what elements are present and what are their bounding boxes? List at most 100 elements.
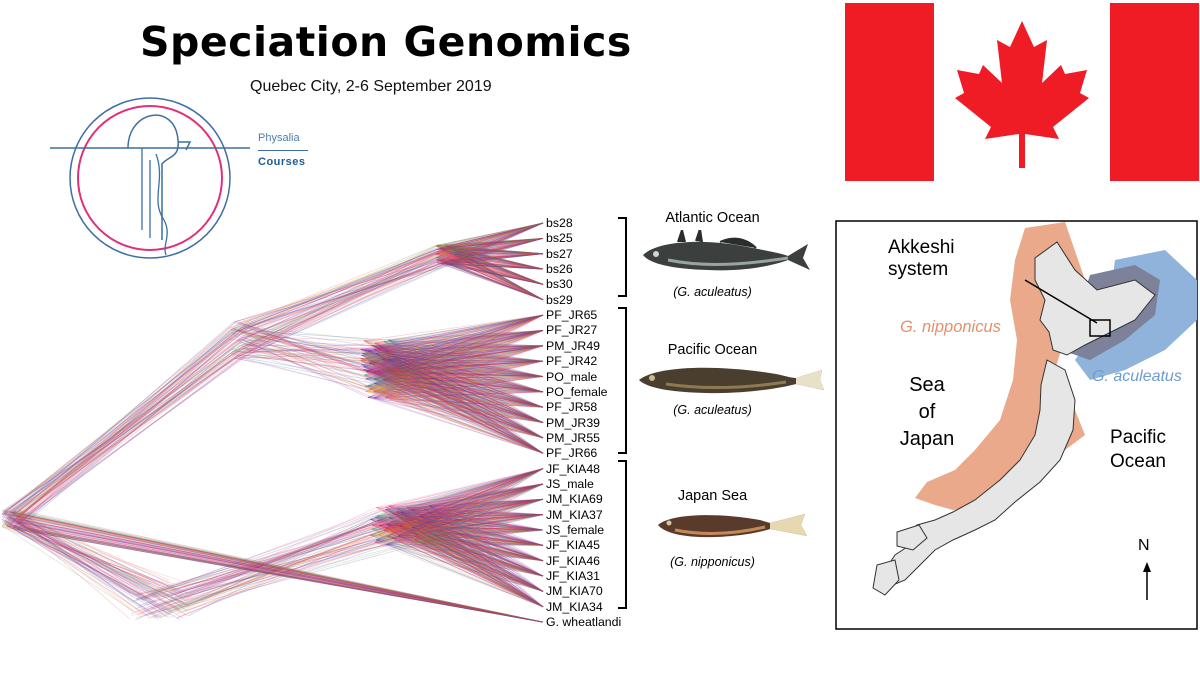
tree-branch <box>18 514 170 581</box>
tree-branch <box>453 237 544 250</box>
tree-branch <box>383 514 544 531</box>
tree-branch <box>365 330 544 373</box>
tree-branch <box>406 507 544 516</box>
tree-branch <box>245 247 450 350</box>
tree-branch <box>374 345 544 393</box>
tree-branch <box>374 541 544 592</box>
tree-branch <box>414 535 544 577</box>
tree-branch <box>436 237 544 263</box>
tree-branch <box>9 524 157 603</box>
tree-branch <box>406 507 544 577</box>
tree-branch <box>13 354 232 516</box>
tree-branch <box>385 514 544 529</box>
tree-branch <box>377 364 544 423</box>
tree-branch <box>236 253 437 346</box>
tree-branch <box>238 356 376 366</box>
tree-branch <box>175 517 390 597</box>
tree-branch <box>453 253 544 261</box>
tree-branch <box>373 314 544 350</box>
tree-branch <box>398 498 544 518</box>
tree-branch <box>12 321 236 522</box>
tree-branch <box>381 345 544 370</box>
tree-branch <box>410 498 544 528</box>
tree-branch <box>421 543 544 562</box>
tree-branch <box>385 506 544 577</box>
tree-branch <box>435 245 544 285</box>
tree-branch <box>386 468 544 525</box>
tree-branch <box>410 530 544 562</box>
tree-branch <box>388 339 544 408</box>
tree-branch <box>375 524 544 577</box>
tree-branch <box>374 364 544 423</box>
tree-branch <box>424 532 544 577</box>
tree-branch <box>427 539 544 577</box>
tree-branch <box>15 349 233 529</box>
tree-branch <box>16 517 152 582</box>
tree-branch <box>441 249 544 301</box>
tree-branch <box>445 245 544 255</box>
tree-branch <box>363 352 544 423</box>
tree-branch <box>381 358 544 439</box>
tree-branch <box>12 525 544 623</box>
tree-branch <box>2 521 544 623</box>
tree-branch <box>437 222 544 261</box>
tree-branch <box>453 249 544 285</box>
tree-branch <box>367 314 544 398</box>
tree-branch <box>370 534 544 562</box>
tree-branch <box>375 483 544 526</box>
tree-branch <box>388 314 544 341</box>
tree-branch <box>383 529 544 608</box>
tree-branch <box>451 253 544 270</box>
tree-branch <box>449 247 544 270</box>
tree-branch <box>441 237 544 247</box>
tree-branch <box>396 483 544 513</box>
tree-branch <box>17 319 250 525</box>
tree-branch <box>366 370 544 439</box>
tree-branch <box>378 514 544 536</box>
tree-branch <box>415 514 544 520</box>
tree-branch <box>375 524 544 592</box>
tree-branch <box>362 352 544 362</box>
tree-branch <box>384 528 544 592</box>
tree-branch <box>423 508 544 516</box>
tree-branch <box>383 529 544 546</box>
tree-branch <box>18 510 544 623</box>
tree-branch <box>412 498 544 534</box>
tree-branch <box>414 514 544 541</box>
tree-branch <box>436 253 544 258</box>
tree-branch <box>377 364 544 377</box>
tree-branch <box>374 314 544 373</box>
densitree-plot <box>1 222 544 623</box>
tree-branch <box>240 258 453 331</box>
tree-branch <box>376 468 544 508</box>
tree-branch <box>360 345 544 350</box>
tree-branch <box>375 539 544 608</box>
tree-branch <box>376 360 544 372</box>
tree-branch <box>452 249 544 301</box>
tree-branch <box>186 528 386 608</box>
group-brackets <box>618 217 627 609</box>
tree-branch <box>438 222 544 262</box>
tree-branch <box>454 237 544 257</box>
tree-branch <box>423 514 544 523</box>
tree-branch <box>15 527 544 623</box>
tree-branch <box>365 345 544 392</box>
tree-branch <box>243 259 439 358</box>
tree-branch <box>389 314 544 400</box>
tree-branch <box>387 529 544 537</box>
tree-branch <box>446 252 544 301</box>
tree-branch <box>364 375 544 408</box>
tree-branch <box>410 530 544 592</box>
tree-branch <box>410 498 544 532</box>
tree-branch <box>373 348 544 362</box>
tree-branch <box>417 535 544 592</box>
leaf-label: PF_JR58 <box>546 400 598 415</box>
tree-branch <box>382 510 544 516</box>
tree-branch <box>7 522 165 588</box>
tree-branch <box>369 345 544 390</box>
tree-branch <box>245 257 436 350</box>
tree-branch <box>14 520 133 612</box>
tree-branch <box>375 353 544 439</box>
tree-branch <box>398 516 544 546</box>
tree-branch <box>451 259 544 301</box>
